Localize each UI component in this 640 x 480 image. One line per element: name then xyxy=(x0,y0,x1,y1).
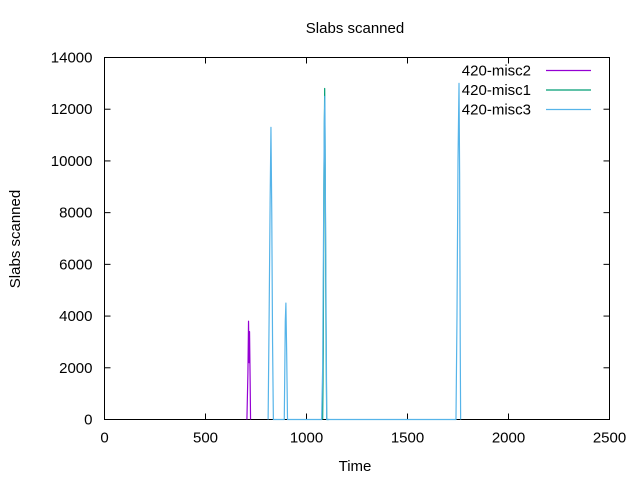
y-axis: 0 2000 4000 6000 8000 10000 12000 14000 xyxy=(51,50,610,429)
x-tick-label: 2000 xyxy=(492,430,525,447)
chart-title: Slabs scanned xyxy=(306,20,404,37)
series-lines xyxy=(246,82,462,421)
y-tick-label: 2000 xyxy=(59,360,92,377)
x-axis-label: Time xyxy=(339,458,372,475)
y-axis-label: Slabs scanned xyxy=(7,190,24,288)
x-tick-label: 1500 xyxy=(391,430,424,447)
series-line-420-misc3 xyxy=(267,82,462,421)
y-tick-label: 14000 xyxy=(51,50,93,67)
x-tick-label: 0 xyxy=(100,430,108,447)
plot-area-frame xyxy=(104,57,610,420)
y-tick-label: 0 xyxy=(84,412,92,429)
y-tick-label: 8000 xyxy=(59,205,92,222)
legend-label-420-misc2: 420-misc2 xyxy=(462,63,531,80)
y-tick-label: 4000 xyxy=(59,308,92,325)
legend: 420-misc2 420-misc1 420-misc3 xyxy=(462,63,591,119)
x-tick-label: 2500 xyxy=(593,430,626,447)
x-tick-label: 1000 xyxy=(290,430,323,447)
series-line-420-misc2 xyxy=(246,320,252,420)
legend-label-420-misc1: 420-misc1 xyxy=(462,82,531,99)
x-tick-label: 500 xyxy=(193,430,218,447)
legend-label-420-misc3: 420-misc3 xyxy=(462,102,531,119)
x-axis: 0 500 1000 1500 2000 2500 xyxy=(100,57,626,447)
y-tick-label: 12000 xyxy=(51,101,93,118)
y-tick-label: 10000 xyxy=(51,153,93,170)
y-tick-label: 6000 xyxy=(59,256,92,273)
